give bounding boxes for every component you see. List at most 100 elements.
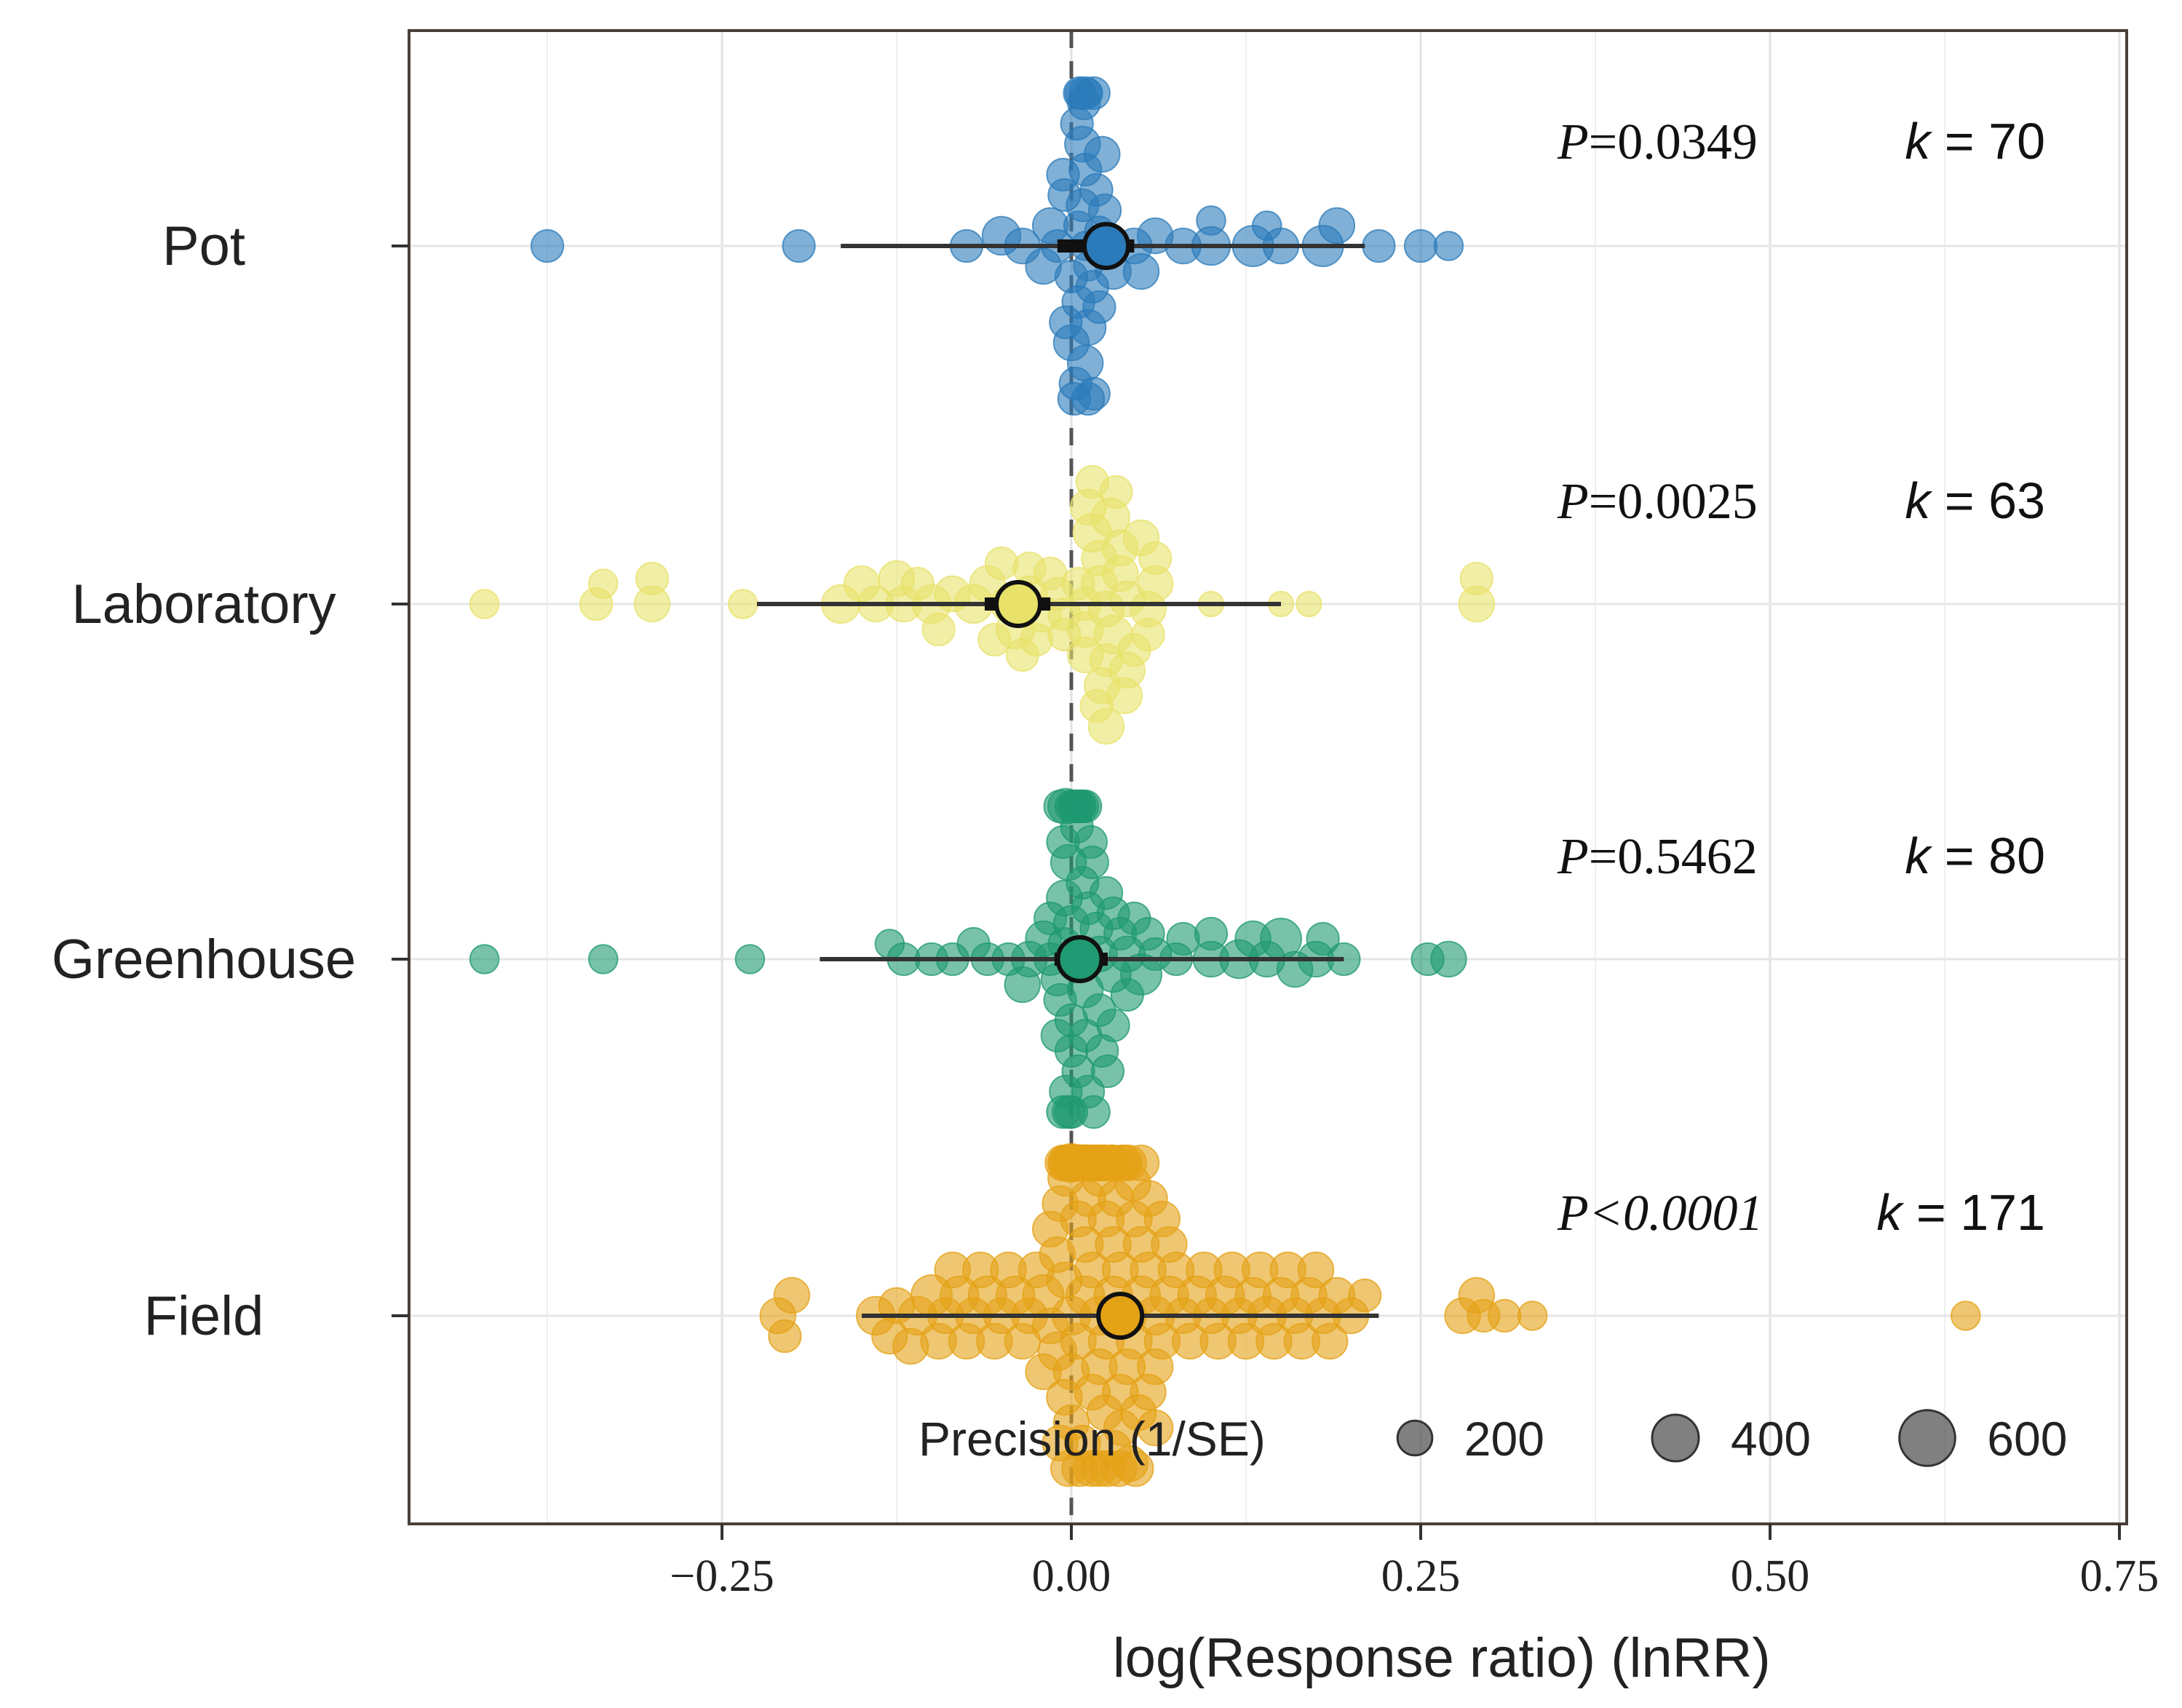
data-point <box>1433 231 1464 261</box>
data-point <box>1117 1450 1154 1487</box>
data-point <box>1087 707 1125 745</box>
data-point <box>782 229 816 263</box>
estimate-point <box>1055 935 1104 983</box>
data-points <box>469 76 1981 1487</box>
x-axis: −0.25 0.00 0.25 0.50 0.75 <box>409 1522 2159 1601</box>
x-tick-label: 0.75 <box>2080 1552 2159 1601</box>
data-point <box>469 589 500 619</box>
estimate-point <box>994 580 1043 628</box>
data-point <box>768 1319 802 1354</box>
x-axis-label: log(Response ratio) (lnRR) <box>1113 1627 1771 1689</box>
data-point <box>1090 1054 1125 1089</box>
k-value-text: = 70 <box>1930 113 2045 170</box>
k-count: k = 63 <box>1905 472 2045 529</box>
p-value: P=0.0349 <box>1557 114 1758 170</box>
data-point <box>1362 229 1396 263</box>
data-point <box>1089 875 1124 910</box>
data-point <box>1252 210 1282 241</box>
data-point <box>1087 193 1122 228</box>
data-point <box>1318 207 1356 245</box>
data-point <box>921 612 956 647</box>
p-value-text: =0.0025 <box>1589 474 1758 530</box>
data-point <box>1122 253 1160 290</box>
data-point <box>984 546 1019 581</box>
data-point <box>1052 1095 1086 1129</box>
k-value-text: = 63 <box>1930 472 2045 529</box>
data-point <box>1057 381 1091 416</box>
p-label: P <box>1557 829 1589 885</box>
data-point <box>1348 1278 1382 1313</box>
data-point <box>874 929 905 959</box>
y-tick-label: Laboratory <box>71 573 336 635</box>
p-value-text: =0.0349 <box>1589 114 1758 170</box>
data-point <box>1296 590 1322 618</box>
p-value: P=0.5462 <box>1557 829 1758 885</box>
k-label: k <box>1905 827 1932 884</box>
data-point <box>1042 1424 1079 1462</box>
legend-label: 600 <box>1987 1412 2067 1466</box>
p-label: P <box>1557 1185 1589 1242</box>
stat-annotations: P=0.0349 k = 70P=0.0025 k = 63P=0.5462 k = … <box>1557 113 2045 1242</box>
data-point <box>1306 921 1340 956</box>
data-point <box>1951 1300 1981 1331</box>
data-point <box>1311 1322 1349 1360</box>
data-point <box>728 589 758 619</box>
data-point <box>1004 1322 1042 1360</box>
data-point <box>843 565 881 603</box>
data-point <box>1031 207 1069 245</box>
data-point <box>1075 464 1109 499</box>
data-point <box>977 622 1012 657</box>
k-label: k <box>1876 1184 1904 1241</box>
data-point <box>981 215 1022 256</box>
data-point <box>1049 305 1083 340</box>
data-point <box>956 926 991 961</box>
p-label: P <box>1557 474 1589 530</box>
k-count: k = 80 <box>1905 827 2045 884</box>
data-point <box>734 944 766 974</box>
data-point <box>1110 977 1144 1012</box>
k-value-text: = 171 <box>1902 1184 2045 1241</box>
data-point <box>1004 966 1042 1004</box>
data-point <box>1297 1251 1335 1289</box>
legend-label: 200 <box>1464 1412 1544 1466</box>
x-tick-label: 0.00 <box>1032 1552 1111 1601</box>
data-point <box>1046 157 1080 192</box>
data-point <box>1117 901 1151 936</box>
y-tick-label: Field <box>144 1285 264 1347</box>
p-value-text: <0.0001 <box>1589 1185 1764 1242</box>
data-point <box>530 229 565 263</box>
data-point <box>1166 921 1200 956</box>
x-tick-label: 0.50 <box>1731 1552 1810 1601</box>
data-point <box>1488 1298 1522 1333</box>
data-point <box>1194 916 1229 951</box>
data-point <box>1073 78 1103 108</box>
data-point <box>1052 1144 1090 1182</box>
k-label: k <box>1905 472 1932 529</box>
data-point <box>1019 622 1054 657</box>
data-point <box>1025 1353 1062 1391</box>
data-point <box>1061 566 1095 601</box>
p-value: P<0.0001 <box>1557 1185 1764 1242</box>
estimate-point <box>1082 222 1130 270</box>
y-tick-label: Greenhouse <box>52 929 356 990</box>
data-point <box>1047 617 1082 652</box>
data-point <box>900 566 935 601</box>
legend-swatch <box>1396 1419 1434 1457</box>
data-point <box>588 944 619 974</box>
p-value-text: =0.5462 <box>1589 829 1758 885</box>
y-tick-label: Pot <box>162 215 245 277</box>
legend-title: Precision (1/SE) <box>919 1412 1266 1466</box>
x-tick-label: −0.25 <box>670 1552 774 1601</box>
data-point <box>1196 205 1226 236</box>
p-label: P <box>1557 114 1589 170</box>
k-value-text: = 80 <box>1930 827 2045 884</box>
k-count: k = 171 <box>1876 1184 2045 1241</box>
data-point <box>1068 789 1103 824</box>
legend-swatch <box>1898 1409 1956 1467</box>
data-point <box>1136 1409 1174 1447</box>
data-point <box>1081 1450 1118 1487</box>
k-count: k = 70 <box>1905 113 2045 170</box>
y-axis: Pot Laboratory Greenhouse Field <box>52 215 409 1347</box>
k-label: k <box>1905 113 1932 170</box>
